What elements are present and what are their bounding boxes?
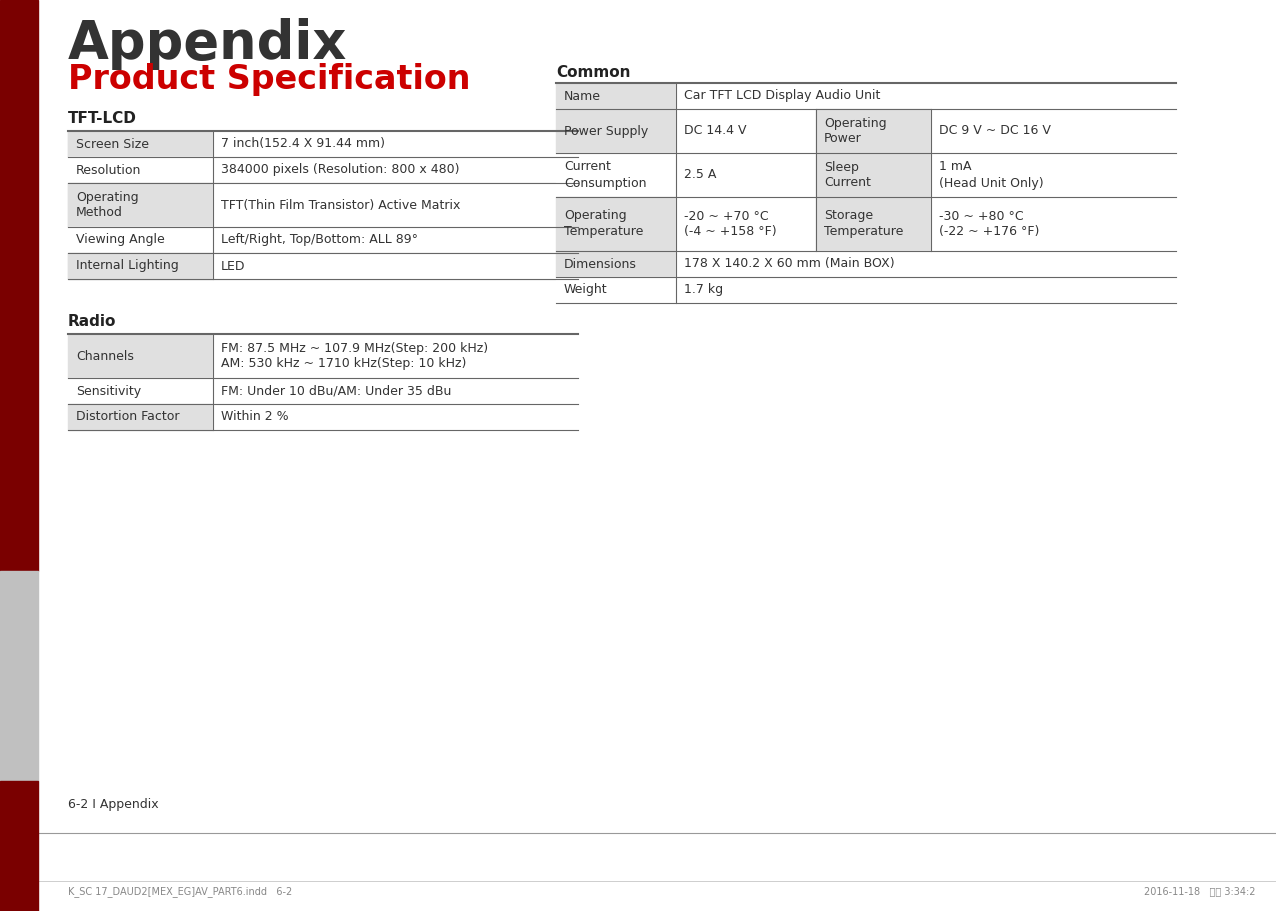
Bar [0,571,38,781]
Bar [68,131,213,157]
Text: Left/Right, Top/Bottom: ALL 89°: Left/Right, Top/Bottom: ALL 89° [221,233,419,247]
Text: 7 inch(152.4 X 91.44 mm): 7 inch(152.4 X 91.44 mm) [221,138,385,150]
Text: Resolution: Resolution [77,163,142,177]
Bar [0,0,38,571]
Text: Weight: Weight [564,283,607,296]
Text: FM: Under 10 dBu/AM: Under 35 dBu: FM: Under 10 dBu/AM: Under 35 dBu [221,384,452,397]
Text: Sleep
Current: Sleep Current [824,160,872,189]
Text: Internal Lighting: Internal Lighting [77,260,179,272]
Text: Sensitivity: Sensitivity [77,384,142,397]
Bar [68,183,213,227]
Bar [68,131,578,157]
Text: FM: 87.5 MHz ~ 107.9 MHz(Step: 200 kHz)
AM: 530 kHz ~ 1710 kHz(Step: 10 kHz): FM: 87.5 MHz ~ 107.9 MHz(Step: 200 kHz) … [221,342,489,370]
Text: 2.5 A: 2.5 A [684,169,716,181]
Text: Viewing Angle: Viewing Angle [77,233,165,247]
Bar [931,109,1176,153]
Text: Operating
Power: Operating Power [824,117,887,146]
Text: Dimensions: Dimensions [564,258,637,271]
Bar [68,227,578,253]
Bar [68,227,213,253]
Text: Operating
Temperature: Operating Temperature [564,210,643,239]
Bar [0,781,38,911]
Bar [676,277,1176,303]
Bar [556,197,676,251]
Bar [815,197,931,251]
Bar [931,153,1176,197]
Bar [68,157,578,183]
Text: 6-2 I Appendix: 6-2 I Appendix [68,798,158,811]
Text: 384000 pixels (Resolution: 800 x 480): 384000 pixels (Resolution: 800 x 480) [221,163,459,177]
Text: DC 14.4 V: DC 14.4 V [684,125,746,138]
Text: 1.7 kg: 1.7 kg [684,283,723,296]
Text: K_SC 17_DAUD2[MEX_EG]AV_PART6.indd   6-2: K_SC 17_DAUD2[MEX_EG]AV_PART6.indd 6-2 [68,886,292,897]
Bar [676,153,815,197]
Bar [931,197,1176,251]
Bar [676,109,815,153]
Text: Channels: Channels [77,350,134,363]
Text: -20 ~ +70 °C
(-4 ~ +158 °F): -20 ~ +70 °C (-4 ~ +158 °F) [684,210,777,238]
Bar [815,109,931,153]
Bar [676,83,1176,109]
Bar [68,378,213,404]
Text: Within 2 %: Within 2 % [221,411,288,424]
Text: Radio: Radio [68,314,116,329]
Bar [556,277,676,303]
Text: Car TFT LCD Display Audio Unit: Car TFT LCD Display Audio Unit [684,89,880,103]
Bar [213,131,578,157]
Text: 178 X 140.2 X 60 mm (Main BOX): 178 X 140.2 X 60 mm (Main BOX) [684,258,894,271]
Text: TFT-LCD: TFT-LCD [68,111,137,126]
Bar [68,253,213,279]
Bar [213,404,578,430]
Text: Common: Common [556,65,630,80]
Text: Storage
Temperature: Storage Temperature [824,210,903,239]
Text: Product Specification: Product Specification [68,63,471,96]
Bar [556,251,676,277]
Text: 2016-11-18   오후 3:34:2: 2016-11-18 오후 3:34:2 [1143,886,1256,896]
Bar [556,83,676,109]
Text: Distortion Factor: Distortion Factor [77,411,180,424]
Text: DC 9 V ~ DC 16 V: DC 9 V ~ DC 16 V [939,125,1051,138]
Text: -30 ~ +80 °C
(-22 ~ +176 °F): -30 ~ +80 °C (-22 ~ +176 °F) [939,210,1040,239]
Bar [213,183,578,227]
Bar [556,153,676,197]
Bar [213,334,578,378]
Text: Screen Size: Screen Size [77,138,149,150]
Text: Current
Consumption: Current Consumption [564,160,647,189]
Bar [213,253,578,279]
Bar [676,197,815,251]
Bar [68,157,213,183]
Bar [68,253,578,279]
Bar [213,227,578,253]
Bar [676,251,1176,277]
Bar [213,378,578,404]
Text: Name: Name [564,89,601,103]
Bar [68,334,213,378]
Text: Appendix: Appendix [68,18,347,70]
Bar [213,157,578,183]
Bar [68,183,578,227]
Bar [68,404,213,430]
Text: LED: LED [221,260,245,272]
Bar [556,109,676,153]
Text: TFT(Thin Film Transistor) Active Matrix: TFT(Thin Film Transistor) Active Matrix [221,199,461,211]
Text: Power Supply: Power Supply [564,125,648,138]
Text: Operating
Method: Operating Method [77,190,139,220]
Bar [815,153,931,197]
Text: 1 mA
(Head Unit Only): 1 mA (Head Unit Only) [939,160,1044,189]
